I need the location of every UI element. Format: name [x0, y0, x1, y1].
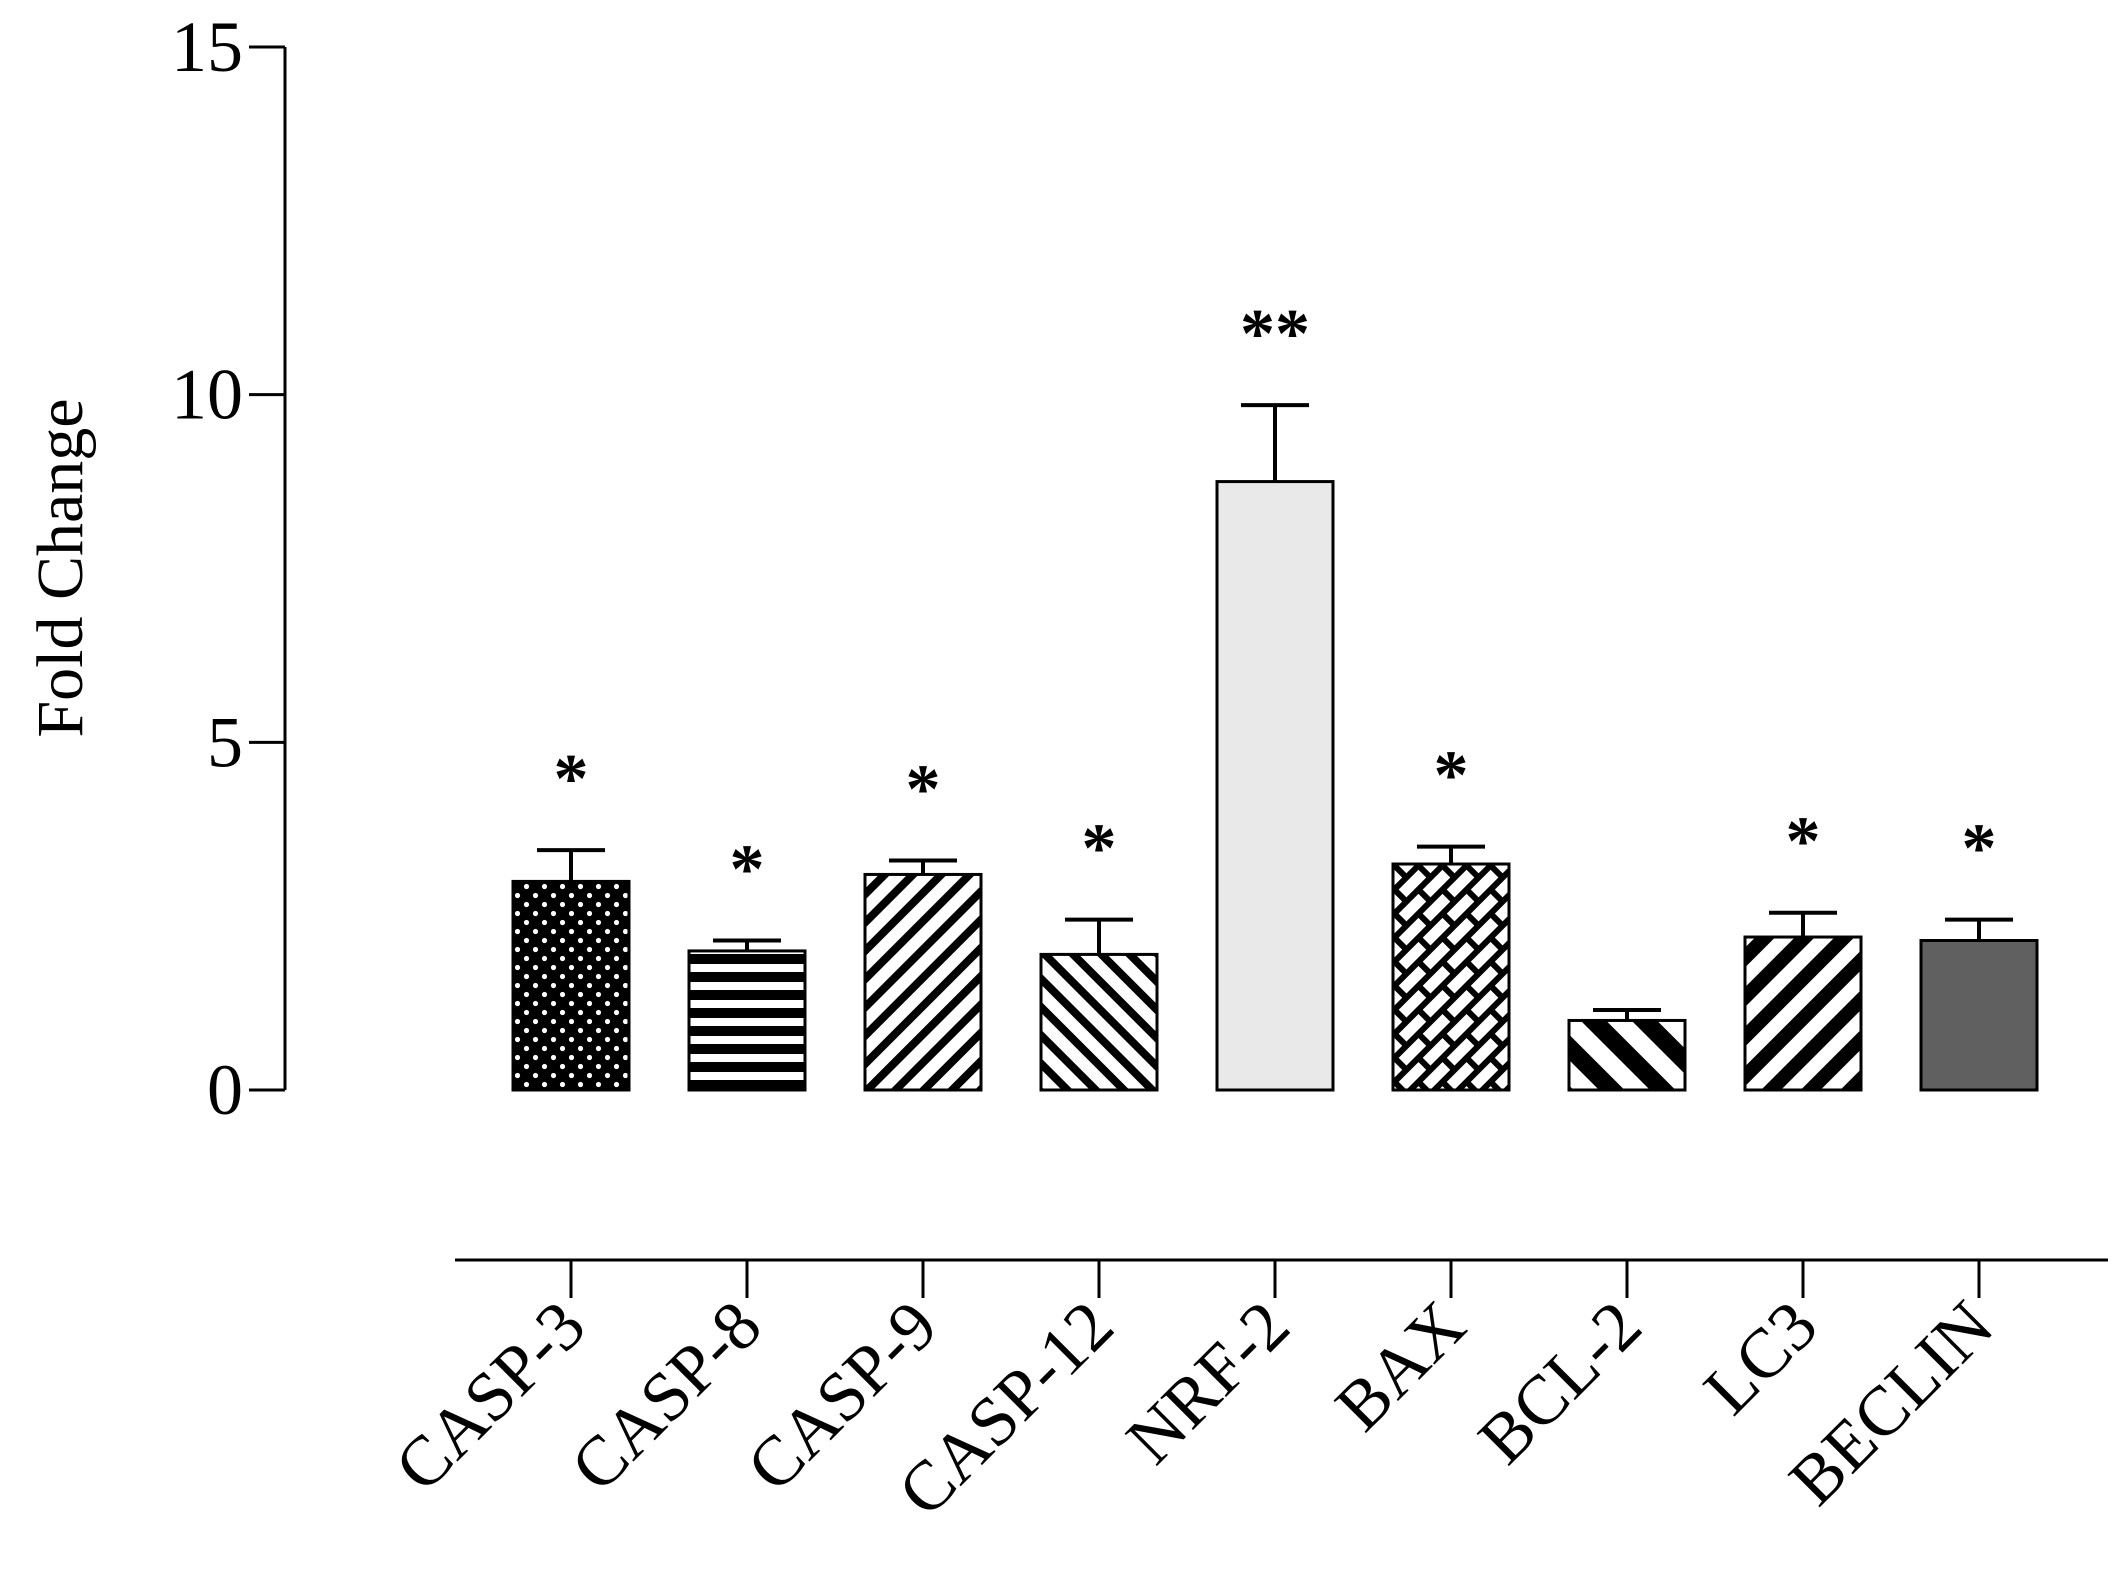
y-axis-title: Fold Change	[24, 398, 97, 737]
error-bar-casp-3	[537, 848, 605, 882]
significance-label: *	[906, 752, 941, 829]
error-bar-bax	[1417, 844, 1485, 865]
bar-bcl-2	[1567, 1018, 1687, 1092]
significance-label: *	[1082, 811, 1117, 888]
x-tick-label: BCL-2	[1464, 1287, 1656, 1479]
bar-series: ******** *	[511, 296, 2039, 1092]
bar-lc3	[1743, 935, 1863, 1092]
error-bar-casp-9	[889, 858, 957, 875]
error-bar-bcl-2	[1593, 1008, 1661, 1021]
bar-bax	[1391, 862, 1511, 1092]
bar-casp-8	[687, 949, 807, 1092]
error-bar-nrf-2	[1241, 403, 1309, 482]
error-bar-beclin	[1945, 917, 2013, 941]
bar-casp-3	[511, 879, 631, 1092]
x-tick-label: BAX	[1321, 1287, 1480, 1446]
significance-label: *	[1786, 804, 1821, 881]
significance-label: *	[1962, 811, 1997, 888]
error-bar-casp-8	[713, 938, 781, 951]
significance-label: *	[554, 741, 589, 818]
significance-label: **	[1240, 296, 1310, 373]
y-tick-label: 5	[207, 702, 243, 782]
error-bar-casp-12	[1065, 917, 1133, 955]
significance-label: *	[1434, 738, 1469, 815]
error-bar-lc3	[1769, 910, 1837, 938]
x-tick-label: CASP-3	[381, 1287, 601, 1507]
bar-casp-12	[1039, 952, 1159, 1092]
bar-nrf-2	[1215, 480, 1335, 1092]
y-axis-ticks: 0 5 10 15	[171, 7, 285, 1130]
bar-beclin	[1919, 939, 2039, 1092]
y-tick-label: 10	[171, 355, 243, 435]
x-tick-label: NRF-2	[1112, 1287, 1304, 1479]
y-tick-label: 0	[207, 1050, 243, 1130]
bar-casp-9	[863, 872, 983, 1092]
y-tick-label: 15	[171, 7, 243, 87]
x-tick-label: CASP-8	[557, 1287, 777, 1507]
x-tick-label: LC3	[1690, 1287, 1832, 1429]
significance-label: *	[730, 832, 765, 909]
